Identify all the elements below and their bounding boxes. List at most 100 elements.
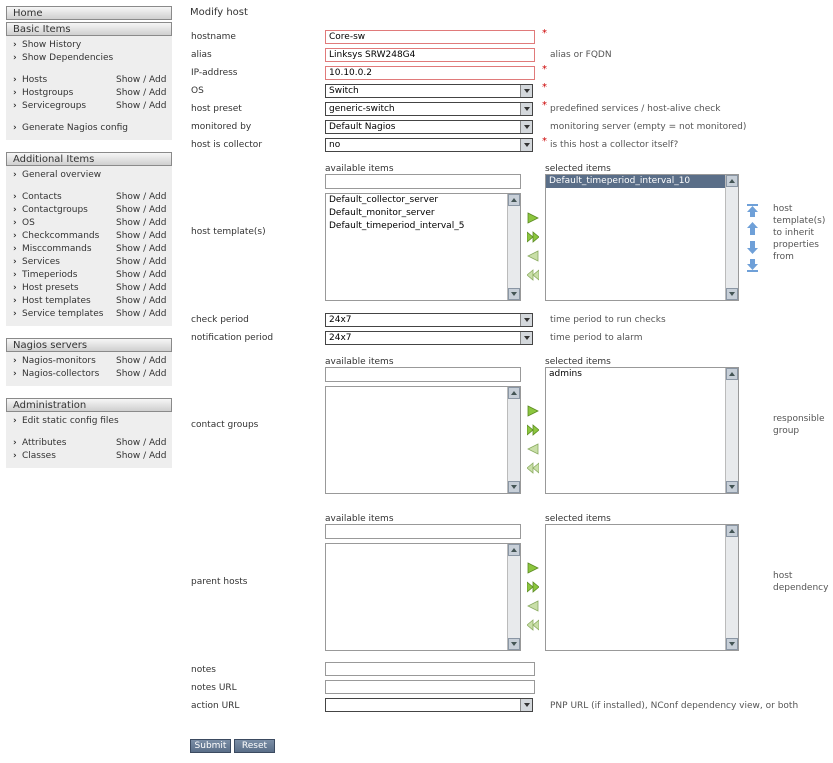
chevron-down-icon[interactable] bbox=[520, 314, 532, 326]
chevron-down-icon[interactable] bbox=[520, 103, 532, 115]
checkcommands-show-add[interactable]: Show / Add bbox=[116, 231, 167, 241]
notification-period-select[interactable]: 24x7 bbox=[325, 331, 533, 345]
submit-button[interactable]: Submit bbox=[190, 739, 231, 753]
scrollbar[interactable] bbox=[507, 544, 520, 650]
scroll-down-icon[interactable] bbox=[508, 638, 520, 650]
move-all-right-icon[interactable] bbox=[527, 581, 539, 593]
templates-selected-list[interactable]: Default_timeperiod_interval_10 bbox=[545, 174, 739, 301]
hostname-input[interactable]: Core-sw bbox=[325, 30, 535, 44]
nav-edit-static-config[interactable]: Edit static config files bbox=[6, 415, 172, 428]
chevron-down-icon[interactable] bbox=[520, 699, 532, 711]
classes-show-add[interactable]: Show / Add bbox=[116, 451, 167, 461]
contactgroups-show-add[interactable]: Show / Add bbox=[116, 205, 167, 215]
services-show-add[interactable]: Show / Add bbox=[116, 257, 167, 267]
list-item[interactable]: admins bbox=[549, 369, 582, 379]
contacts-available-list[interactable] bbox=[325, 386, 521, 494]
move-bottom-icon[interactable] bbox=[746, 259, 759, 272]
list-item[interactable]: Default_collector_server bbox=[329, 195, 439, 205]
attributes-show-add[interactable]: Show / Add bbox=[116, 438, 167, 448]
scroll-down-icon[interactable] bbox=[508, 481, 520, 493]
contacts-show-add[interactable]: Show / Add bbox=[116, 192, 167, 202]
parents-available-list[interactable] bbox=[325, 543, 521, 651]
service-templates-show-add[interactable]: Show / Add bbox=[116, 309, 167, 319]
move-all-left-icon[interactable] bbox=[527, 619, 539, 631]
nagios-collectors-show-add[interactable]: Show / Add bbox=[116, 369, 167, 379]
move-all-right-icon[interactable] bbox=[527, 424, 539, 436]
nav-show-history[interactable]: Show History bbox=[6, 39, 172, 52]
os-show-add[interactable]: Show / Add bbox=[116, 218, 167, 228]
scroll-down-icon[interactable] bbox=[726, 481, 738, 493]
action-url-select[interactable] bbox=[325, 698, 533, 712]
misccommands-show-add[interactable]: Show / Add bbox=[116, 244, 167, 254]
timeperiods-show-add[interactable]: Show / Add bbox=[116, 270, 167, 280]
scroll-up-icon[interactable] bbox=[508, 194, 520, 206]
scroll-up-icon[interactable] bbox=[726, 175, 738, 187]
scroll-up-icon[interactable] bbox=[726, 368, 738, 380]
nav-show-dependencies[interactable]: Show Dependencies bbox=[6, 52, 172, 65]
parents-selected-list[interactable] bbox=[545, 524, 739, 651]
move-left-icon[interactable] bbox=[527, 250, 539, 262]
move-all-left-icon[interactable] bbox=[527, 269, 539, 281]
chevron-down-icon[interactable] bbox=[520, 332, 532, 344]
alias-input[interactable]: Linksys SRW248G4 bbox=[325, 48, 535, 62]
os-select[interactable]: Switch bbox=[325, 84, 533, 98]
notes-url-input[interactable] bbox=[325, 680, 535, 694]
chevron-down-icon[interactable] bbox=[520, 139, 532, 151]
hostgroups-show-add[interactable]: Show / Add bbox=[116, 88, 167, 98]
scroll-down-icon[interactable] bbox=[726, 638, 738, 650]
contacts-filter-input[interactable] bbox=[325, 367, 521, 382]
hosts-show-add[interactable]: Show / Add bbox=[116, 75, 167, 85]
host-presets-show-add[interactable]: Show / Add bbox=[116, 283, 167, 293]
ip-address-input[interactable]: 10.10.0.2 bbox=[325, 66, 535, 80]
nagios-monitors-show-add[interactable]: Show / Add bbox=[116, 356, 167, 366]
nav-home-link[interactable]: Home bbox=[6, 6, 172, 20]
move-left-icon[interactable] bbox=[527, 600, 539, 612]
scroll-up-icon[interactable] bbox=[508, 387, 520, 399]
move-all-left-icon[interactable] bbox=[527, 462, 539, 474]
nav-generate-config[interactable]: Generate Nagios config bbox=[6, 122, 172, 135]
scrollbar[interactable] bbox=[725, 175, 738, 300]
scroll-down-icon[interactable] bbox=[508, 288, 520, 300]
host-is-collector-select[interactable]: no bbox=[325, 138, 533, 152]
scrollbar[interactable] bbox=[725, 525, 738, 650]
host-templates-show-add[interactable]: Show / Add bbox=[116, 296, 167, 306]
contacts-selected-list[interactable]: admins bbox=[545, 367, 739, 494]
chevron-down-icon[interactable] bbox=[520, 121, 532, 133]
list-item[interactable]: Default_monitor_server bbox=[329, 208, 435, 218]
move-right-icon[interactable] bbox=[527, 212, 539, 224]
scroll-down-icon[interactable] bbox=[726, 288, 738, 300]
nav-general-overview[interactable]: General overview bbox=[6, 169, 172, 182]
chevron-down-icon[interactable] bbox=[520, 85, 532, 97]
scrollbar[interactable] bbox=[507, 387, 520, 493]
host-preset-select[interactable]: generic-switch bbox=[325, 102, 533, 116]
scrollbar[interactable] bbox=[507, 194, 520, 300]
move-left-icon[interactable] bbox=[527, 443, 539, 455]
templates-available-list[interactable]: Default_collector_server Default_monitor… bbox=[325, 193, 521, 301]
servicegroups-show-add[interactable]: Show / Add bbox=[116, 101, 167, 111]
scroll-up-icon[interactable] bbox=[508, 544, 520, 556]
move-top-icon[interactable] bbox=[746, 204, 759, 217]
scrollbar[interactable] bbox=[725, 368, 738, 493]
reset-button[interactable]: Reset bbox=[234, 739, 275, 753]
templates-filter-input[interactable] bbox=[325, 174, 521, 189]
move-all-right-icon[interactable] bbox=[527, 231, 539, 243]
check-period-select[interactable]: 24x7 bbox=[325, 313, 533, 327]
move-right-icon[interactable] bbox=[527, 405, 539, 417]
